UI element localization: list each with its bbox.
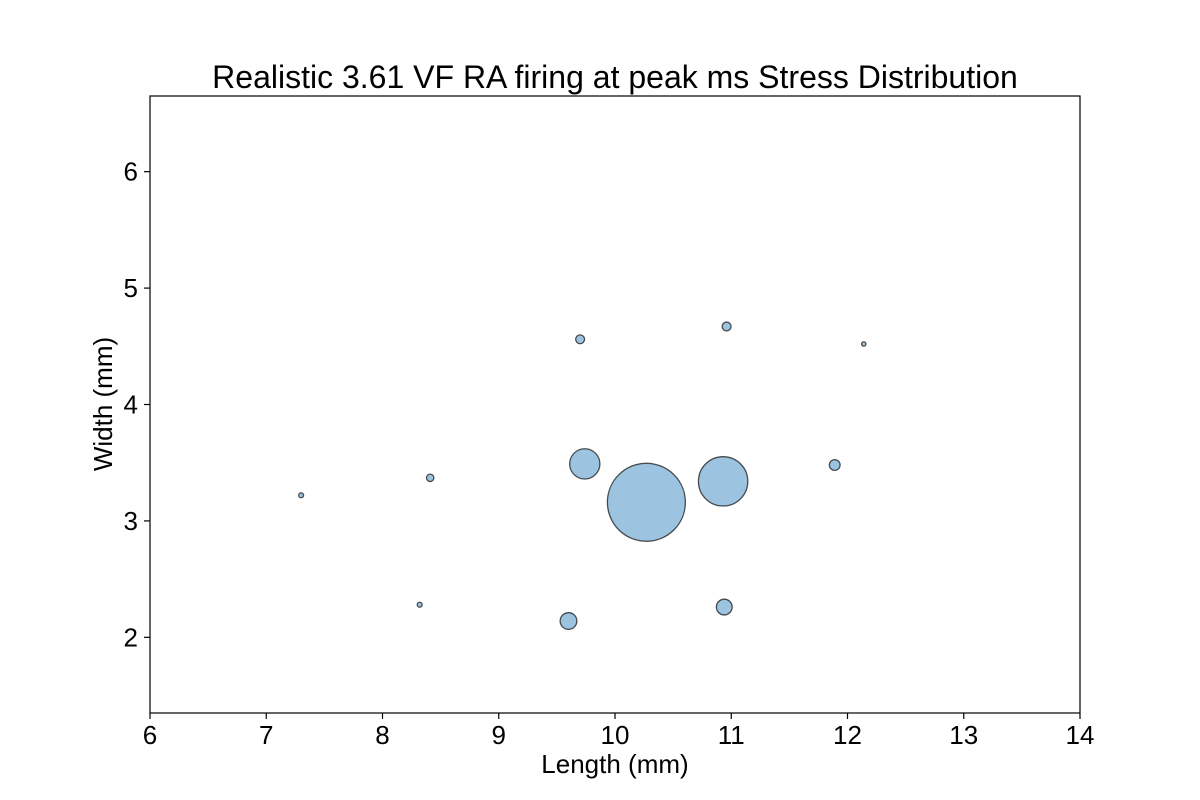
y-axis: 2 3 4 5 6 [124,157,150,652]
x-axis: 6 7 8 9 10 11 12 13 14 [143,713,1095,750]
bubble-point [715,598,733,616]
x-tick-label: 7 [259,720,273,750]
bubble-point [860,341,867,347]
bubble-point [828,459,841,472]
y-axis-label: Width (mm) [88,337,118,471]
bubble-point [697,456,749,507]
bubble-layer [298,321,867,631]
bubble-point [416,601,423,608]
x-tick-label: 12 [833,720,862,750]
bubble-point [298,492,305,499]
x-tick-label: 6 [143,720,157,750]
bubble-point [606,462,687,542]
bubble-point [559,612,578,631]
x-tick-label: 13 [949,720,978,750]
chart-title: Realistic 3.61 VF RA firing at peak ms S… [212,59,1018,95]
bubble-point [569,448,601,480]
bubble-point [575,334,586,345]
x-tick-label: 9 [492,720,506,750]
bubble-point [425,473,435,483]
plot-frame [149,95,1081,714]
y-tick-label: 4 [124,390,138,420]
x-axis-label: Length (mm) [541,749,688,779]
x-tick-label: 14 [1066,720,1095,750]
y-tick-label: 3 [124,506,138,536]
x-tick-label: 11 [718,720,745,750]
x-tick-label: 8 [375,720,389,750]
bubble-point [721,321,732,332]
y-tick-label: 5 [124,273,138,303]
y-tick-label: 6 [124,157,138,187]
y-tick-label: 2 [124,622,138,652]
x-tick-label: 10 [601,720,630,750]
